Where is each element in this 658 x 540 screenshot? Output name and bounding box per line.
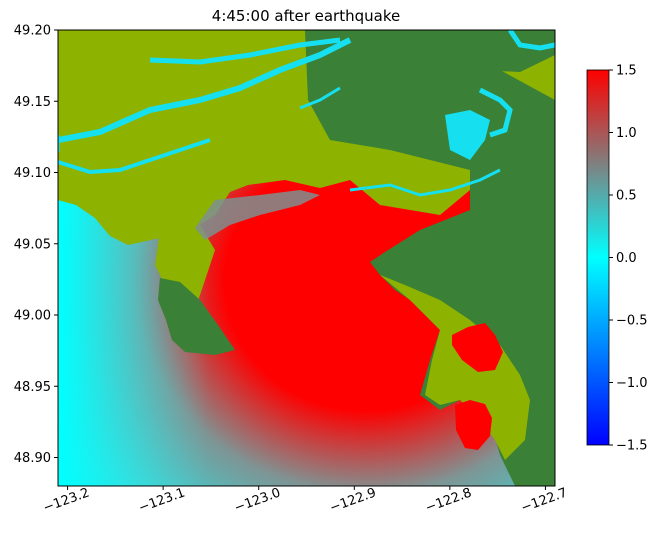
chart-title: 4:45:00 after earthquake bbox=[212, 7, 400, 25]
x-axis: −123.2 −123.1 −123.0 −122.9 −122.8 −122.7 bbox=[41, 485, 569, 516]
river-east bbox=[299, 86, 341, 110]
y-tick-label: 48.90 bbox=[14, 451, 51, 466]
river-inlet-east bbox=[478, 87, 513, 138]
upland-northeast bbox=[360, 30, 555, 72]
river-north bbox=[149, 37, 341, 65]
y-tick-label: 49.20 bbox=[14, 24, 51, 39]
x-tick-label: −123.1 bbox=[137, 485, 187, 516]
x-tick-label: −122.9 bbox=[328, 485, 378, 516]
x-tick-label: −122.8 bbox=[423, 485, 473, 516]
colorbar-tick-label: 1.0 bbox=[616, 126, 637, 141]
y-tick-label: 49.15 bbox=[14, 95, 51, 110]
colorbar-tick-label: 0.5 bbox=[616, 189, 637, 204]
lake-inlet bbox=[445, 110, 490, 160]
y-tick-label: 49.05 bbox=[14, 237, 51, 252]
y-tick-label: 49.00 bbox=[14, 309, 51, 324]
colorbar-axis: 1.5 1.0 0.5 0.0 −0.5 −1.0 −1.5 bbox=[609, 64, 648, 454]
channel-bay bbox=[349, 168, 501, 197]
river-main bbox=[58, 37, 352, 143]
blaine-red-pocket bbox=[455, 400, 492, 450]
map-raster bbox=[58, 30, 555, 486]
colorbar-tick-label: −1.0 bbox=[616, 376, 648, 391]
plot-frame bbox=[57, 29, 556, 487]
x-tick-label: −123.0 bbox=[232, 485, 282, 516]
river-south bbox=[58, 138, 211, 175]
x-tick-label: −122.7 bbox=[519, 485, 569, 516]
river-inlet-northeast bbox=[507, 30, 555, 51]
y-axis: 49.20 49.15 49.10 49.05 49.00 48.95 48.90 bbox=[14, 24, 58, 466]
colorbar-tick-label: −1.5 bbox=[616, 439, 648, 454]
colorbar-tick-label: 0.0 bbox=[616, 251, 637, 266]
x-tick-label: −123.2 bbox=[41, 485, 91, 516]
colorbar-tick-label: 1.5 bbox=[616, 64, 637, 79]
colorbar-tick-label: −0.5 bbox=[616, 314, 648, 329]
colorbar bbox=[586, 69, 610, 446]
y-tick-label: 48.95 bbox=[14, 380, 51, 395]
drayton-red-pocket bbox=[452, 323, 503, 372]
boundary-bay-lowland bbox=[380, 275, 530, 460]
mud-flats bbox=[195, 190, 320, 240]
y-tick-label: 49.10 bbox=[14, 166, 51, 181]
point-roberts-upland bbox=[158, 278, 235, 355]
